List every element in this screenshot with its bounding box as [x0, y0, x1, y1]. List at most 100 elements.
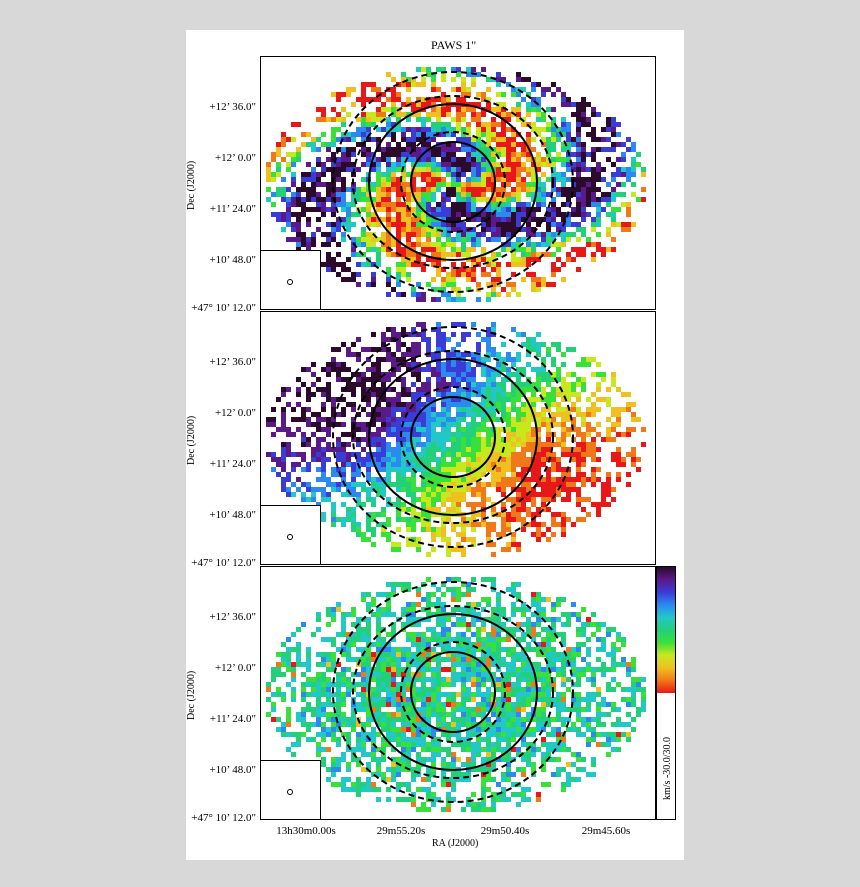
velocity-pixel: [576, 192, 581, 197]
velocity-pixel: [501, 92, 506, 97]
velocity-pixel: [586, 412, 591, 417]
velocity-pixel: [286, 152, 291, 157]
velocity-pixel: [491, 407, 496, 412]
velocity-pixel: [511, 107, 516, 112]
velocity-pixel: [561, 722, 566, 727]
velocity-pixel: [571, 697, 576, 702]
velocity-pixel: [421, 727, 426, 732]
velocity-pixel: [401, 392, 406, 397]
velocity-pixel: [436, 602, 441, 607]
velocity-pixel: [451, 587, 456, 592]
velocity-pixel: [341, 182, 346, 187]
velocity-pixel: [286, 712, 291, 717]
velocity-pixel: [576, 692, 581, 697]
velocity-pixel: [471, 527, 476, 532]
velocity-pixel: [566, 197, 571, 202]
velocity-pixel: [371, 387, 376, 392]
velocity-pixel: [401, 717, 406, 722]
velocity-pixel: [551, 482, 556, 487]
velocity-pixel: [536, 717, 541, 722]
velocity-pixel: [386, 282, 391, 287]
velocity-pixel: [611, 207, 616, 212]
velocity-pixel: [431, 227, 436, 232]
velocity-pixel: [376, 637, 381, 642]
velocity-pixel: [271, 692, 276, 697]
velocity-pixel: [581, 447, 586, 452]
velocity-pixel: [336, 157, 341, 162]
velocity-pixel: [511, 127, 516, 132]
velocity-pixel: [326, 382, 331, 387]
velocity-pixel: [611, 117, 616, 122]
velocity-pixel: [356, 737, 361, 742]
velocity-pixel: [366, 462, 371, 467]
velocity-pixel: [411, 107, 416, 112]
velocity-pixel: [531, 647, 536, 652]
velocity-pixel: [316, 137, 321, 142]
velocity-pixel: [391, 252, 396, 257]
velocity-pixel: [386, 702, 391, 707]
velocity-pixel: [571, 247, 576, 252]
velocity-pixel: [411, 482, 416, 487]
velocity-pixel: [341, 122, 346, 127]
velocity-pixel: [571, 722, 576, 727]
velocity-pixel: [436, 122, 441, 127]
velocity-pixel: [376, 407, 381, 412]
velocity-pixel: [451, 697, 456, 702]
velocity-pixel: [376, 627, 381, 632]
velocity-pixel: [466, 712, 471, 717]
velocity-pixel: [416, 537, 421, 542]
velocity-pixel: [291, 212, 296, 217]
velocity-pixel: [606, 127, 611, 132]
velocity-pixel: [396, 157, 401, 162]
velocity-pixel: [481, 657, 486, 662]
velocity-pixel: [421, 187, 426, 192]
velocity-pixel: [486, 377, 491, 382]
velocity-pixel: [291, 672, 296, 677]
velocity-pixel: [481, 372, 486, 377]
velocity-pixel: [366, 82, 371, 87]
velocity-pixel: [626, 407, 631, 412]
velocity-pixel: [541, 692, 546, 697]
velocity-pixel: [316, 377, 321, 382]
velocity-pixel: [386, 632, 391, 637]
velocity-pixel: [586, 497, 591, 502]
velocity-pixel: [326, 687, 331, 692]
velocity-pixel: [586, 652, 591, 657]
velocity-pixel: [361, 152, 366, 157]
velocity-pixel: [356, 357, 361, 362]
velocity-pixel: [476, 637, 481, 642]
velocity-pixel: [476, 102, 481, 107]
velocity-pixel: [561, 522, 566, 527]
velocity-pixel: [356, 337, 361, 342]
velocity-pixel: [366, 357, 371, 362]
velocity-pixel: [461, 677, 466, 682]
velocity-pixel: [466, 192, 471, 197]
velocity-pixel: [301, 687, 306, 692]
velocity-pixel: [451, 622, 456, 627]
velocity-pixel: [626, 227, 631, 232]
velocity-pixel: [391, 402, 396, 407]
velocity-pixel: [486, 427, 491, 432]
velocity-pixel: [506, 227, 511, 232]
velocity-pixel: [516, 427, 521, 432]
velocity-pixel: [611, 687, 616, 692]
velocity-pixel: [521, 342, 526, 347]
velocity-pixel: [396, 467, 401, 472]
velocity-pixel: [366, 157, 371, 162]
velocity-pixel: [486, 87, 491, 92]
velocity-pixel: [371, 367, 376, 372]
velocity-pixel: [396, 207, 401, 212]
velocity-pixel: [366, 537, 371, 542]
velocity-pixel: [551, 702, 556, 707]
velocity-pixel: [401, 412, 406, 417]
velocity-pixel: [541, 342, 546, 347]
velocity-pixel: [491, 377, 496, 382]
velocity-pixel: [441, 502, 446, 507]
velocity-pixel: [526, 77, 531, 82]
velocity-pixel: [596, 637, 601, 642]
velocity-pixel: [566, 187, 571, 192]
velocity-pixel: [351, 452, 356, 457]
velocity-pixel: [461, 197, 466, 202]
velocity-pixel: [426, 362, 431, 367]
velocity-pixel: [406, 582, 411, 587]
